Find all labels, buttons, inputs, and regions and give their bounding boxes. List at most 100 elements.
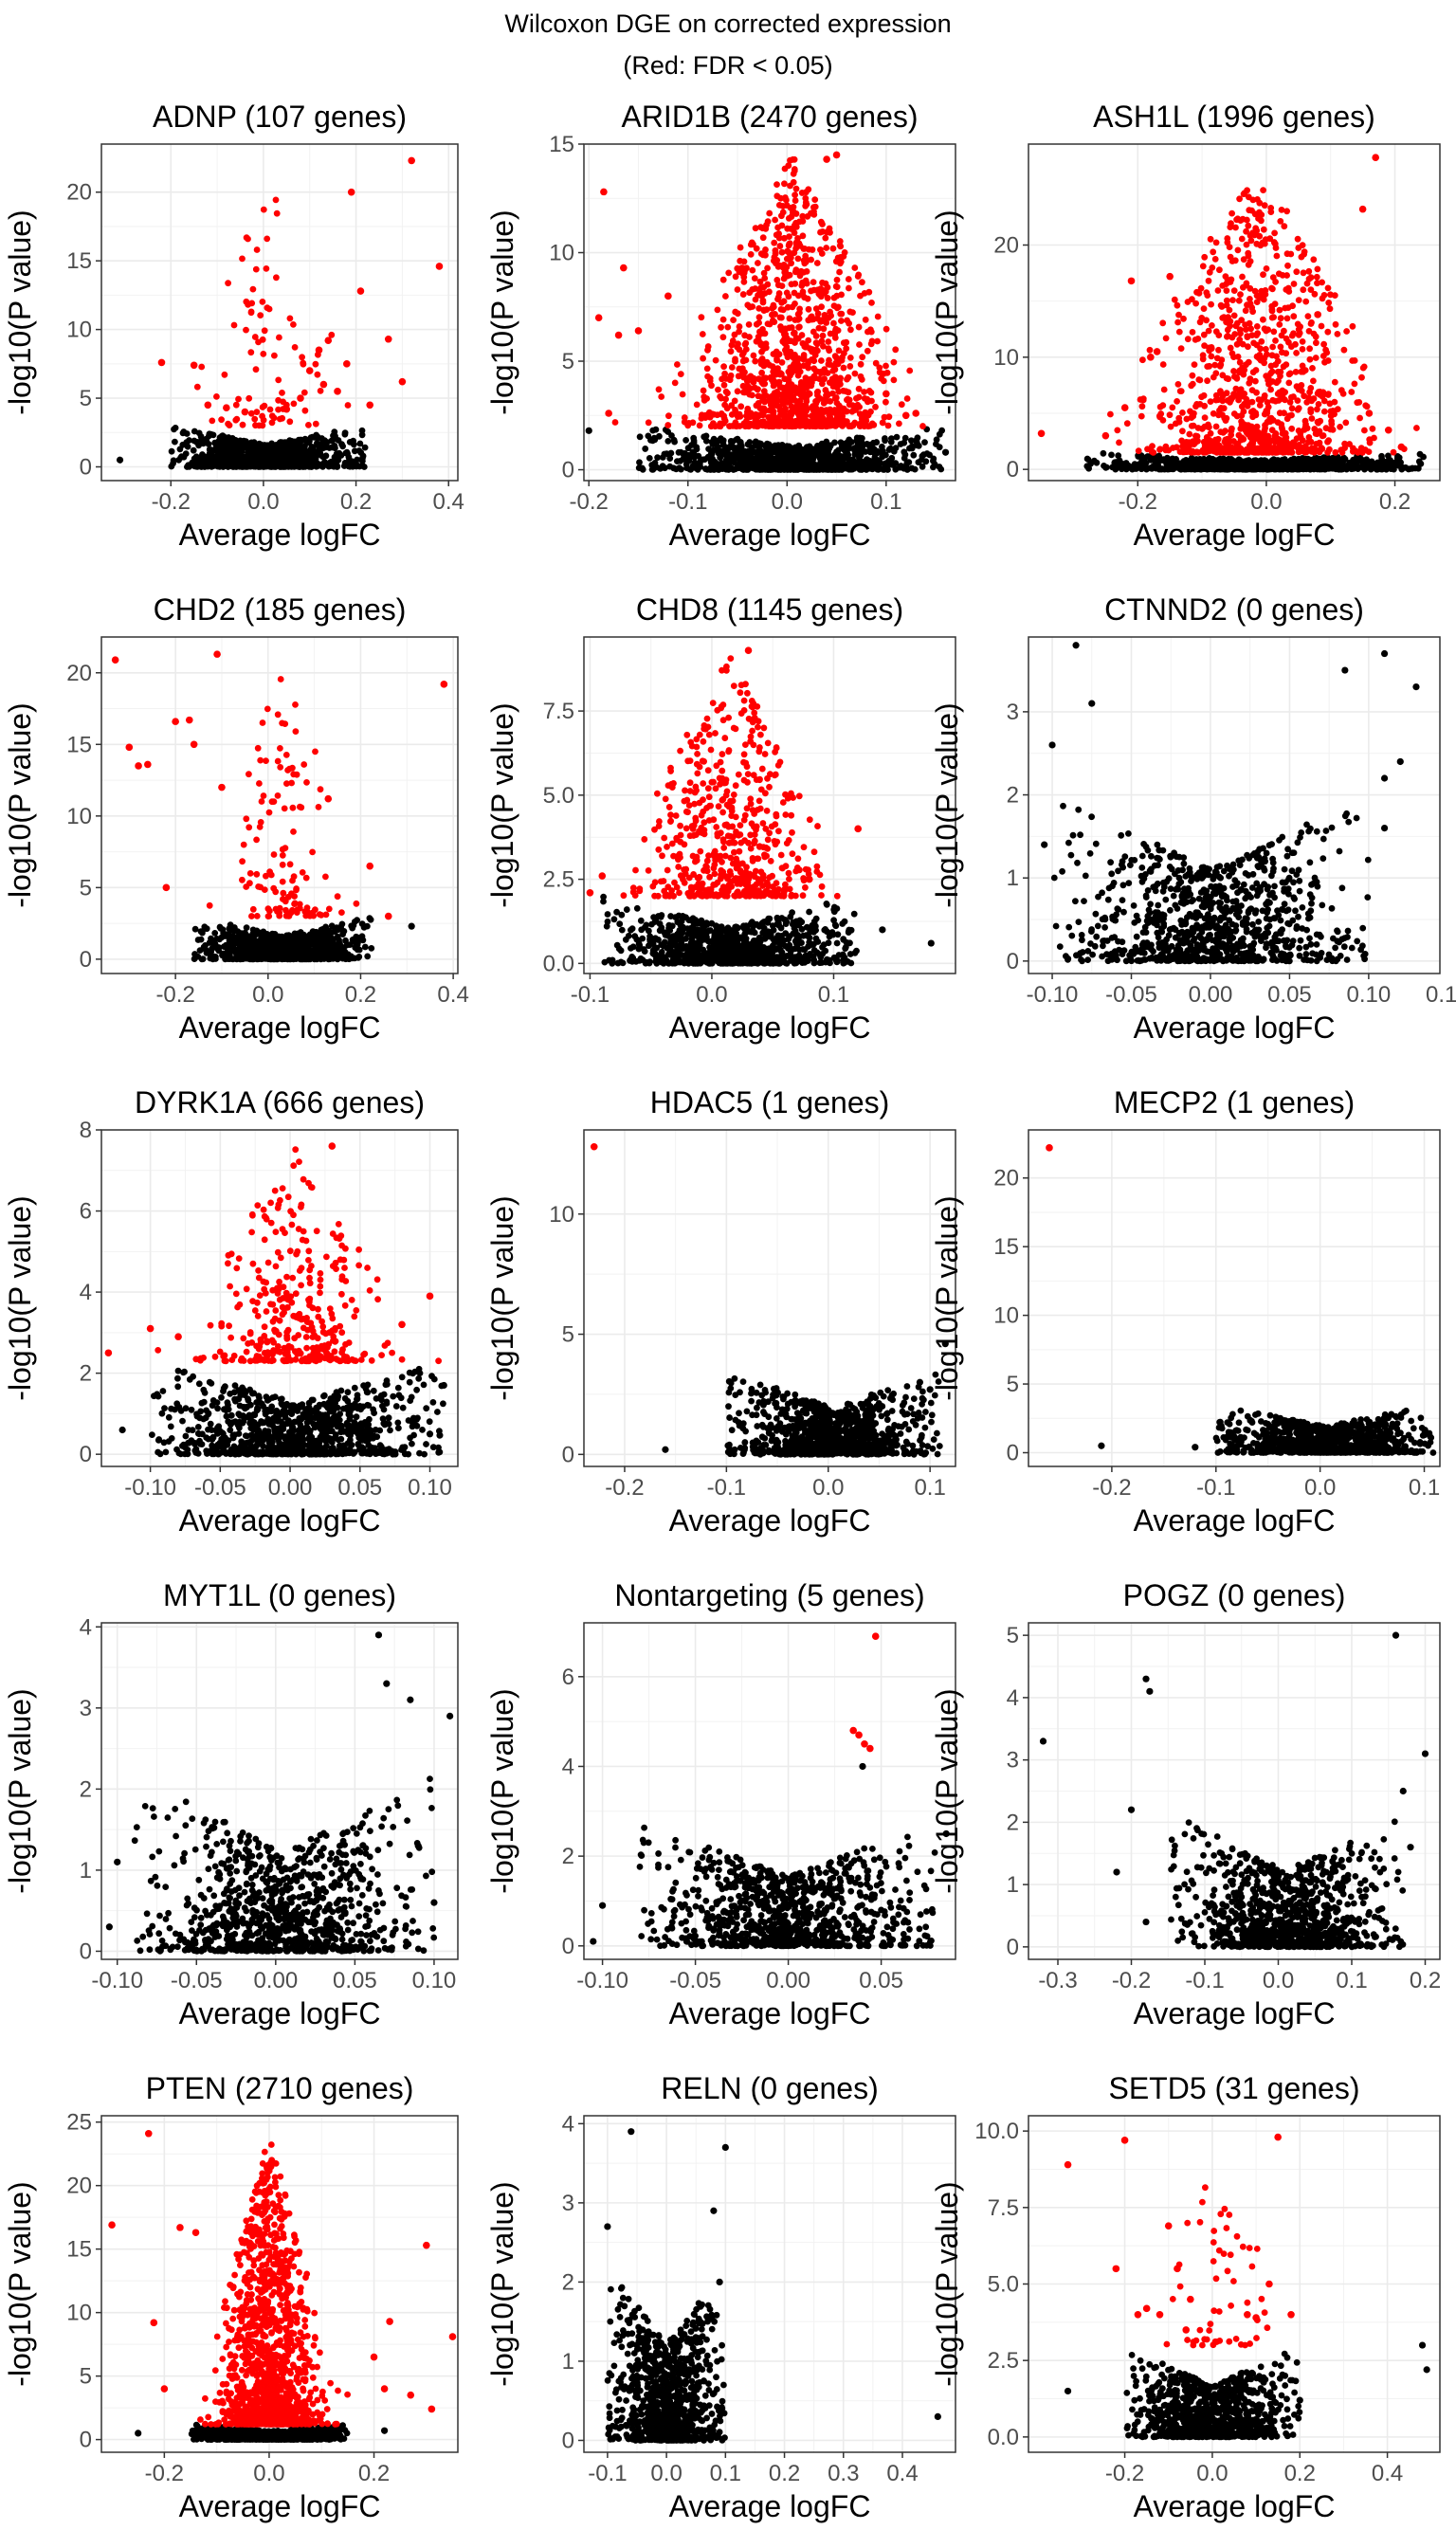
panel-border: [100, 143, 459, 482]
panel-setd5: -0.2 0.0 0.2 0.4 0.0 2.5 5.0 7.5 10.0 SETD5 (31 g…: [930, 2071, 1441, 2523]
y-axis-label: -log10(P value): [3, 2181, 37, 2386]
y-tick-label: 20: [66, 2174, 92, 2199]
nonsignificant-point: [414, 1842, 422, 1849]
significant-point: [586, 889, 594, 897]
y-tick-label: 0: [80, 2428, 92, 2453]
x-tick-label: 0.2: [1410, 1968, 1441, 1993]
y-tick-label: 0: [1007, 1441, 1019, 1466]
x-tick-label: 0.0: [1196, 2461, 1228, 2486]
significant-point: [144, 760, 152, 769]
significant-point: [380, 2385, 389, 2393]
significant-point: [172, 718, 179, 725]
y-tick-label: 4: [562, 2111, 574, 2137]
nonsignificant-point: [662, 1446, 669, 1453]
nonsignificant-cloud: [131, 1775, 438, 1955]
x-tick-label: -0.2: [145, 2461, 184, 2486]
y-tick-label: 5.0: [543, 783, 574, 809]
x-axis-label: Average logFC: [179, 518, 381, 552]
significant-cloud: [197, 2141, 351, 2428]
panel-dyrk1a: -0.10 -0.05 0.00 0.05 0.10 0 2 4 6 8 DYRK1A (666 g…: [3, 1085, 459, 1538]
points-layer: [590, 1632, 950, 1950]
x-tick-label: -0.05: [1105, 982, 1157, 1008]
x-tick-label: 0.0: [772, 489, 803, 515]
significant-point: [1384, 426, 1392, 434]
significant-point: [781, 885, 789, 894]
y-tick-label: 20: [993, 1166, 1019, 1192]
significant-point: [1372, 154, 1379, 161]
significant-point: [370, 2353, 378, 2361]
panel-arid1b: -0.2 -0.1 0.0 0.1 0 5 10 15 ARID1B (2470 genes) A…: [485, 100, 956, 552]
significant-point: [1046, 1144, 1053, 1152]
nonsignificant-point: [1423, 2366, 1430, 2374]
y-tick-label: 5: [562, 349, 574, 374]
significant-point: [1142, 2304, 1151, 2313]
points-layer: [590, 1142, 949, 1458]
y-tick-label: 20: [66, 180, 92, 206]
x-tick-label: 0.00: [253, 1968, 298, 1993]
panel-border: [100, 2115, 459, 2453]
x-tick-label: 0.2: [358, 2461, 390, 2486]
x-axis-label: Average logFC: [1134, 2489, 1336, 2523]
panel-reln: -0.1 0.0 0.1 0.2 0.3 0.4 0 1 2 3 4 RELN (0 genes) Av…: [485, 2071, 956, 2523]
significant-point: [1134, 2310, 1142, 2319]
significant-cloud: [611, 155, 926, 430]
panel-title: CTNND2 (0 genes): [1104, 592, 1364, 627]
y-tick-label: 0: [562, 1442, 574, 1467]
panel-title: RELN (0 genes): [661, 2071, 878, 2105]
panel-title: MYT1L (0 genes): [163, 1578, 396, 1612]
significant-point: [315, 346, 323, 355]
x-tick-label: -0.1: [1185, 1968, 1224, 1993]
nonsignificant-point: [1418, 2341, 1427, 2349]
significant-cloud: [620, 655, 841, 900]
x-tick-label: -0.05: [669, 1968, 721, 1993]
x-tick-label: 0.0: [812, 1475, 844, 1501]
nonsignificant-point: [926, 1386, 934, 1393]
x-tick-label: -0.3: [1038, 1968, 1077, 1993]
points-layer: [1039, 1631, 1429, 1951]
nonsignificant-point: [1113, 1868, 1120, 1876]
x-tick-label: -0.1: [588, 2461, 627, 2486]
x-tick-label: 0.1: [1336, 1968, 1367, 1993]
x-tick-label: -0.2: [605, 1475, 644, 1501]
y-tick-label: 0: [562, 458, 574, 483]
y-tick-label: 10: [66, 2301, 92, 2326]
y-tick-label: 0: [80, 455, 92, 481]
nonsignificant-point: [941, 448, 950, 456]
x-tick-label: 0.1: [710, 2461, 741, 2486]
y-tick-label: 5: [562, 1322, 574, 1348]
panel-chd2: -0.2 0.0 0.2 0.4 0 5 10 15 20 CHD2 (185 genes) Ave…: [3, 592, 469, 1045]
x-tick-label: 0.0: [1250, 489, 1282, 515]
y-tick-label: 10: [66, 318, 92, 343]
nonsignificant-point: [1088, 700, 1096, 707]
significant-point: [384, 912, 392, 920]
x-axis-label: Average logFC: [179, 1996, 381, 2030]
nonsignificant-point: [1098, 1442, 1105, 1449]
panel-hdac5: -0.2 -0.1 0.0 0.1 0 5 10 HDAC5 (1 genes) Average…: [485, 1085, 956, 1538]
y-axis-label: -log10(P value): [485, 2181, 519, 2386]
y-tick-label: 15: [66, 248, 92, 274]
panel-border: [583, 636, 956, 974]
x-axis-label: Average logFC: [669, 2489, 871, 2523]
y-axis-label: -log10(P value): [930, 209, 964, 414]
nonsignificant-point: [927, 939, 935, 947]
x-axis-label: Average logFC: [179, 1010, 381, 1045]
nonsignificant-cloud: [1168, 1818, 1407, 1951]
x-tick-label: 0.2: [340, 489, 372, 515]
nonsignificant-point: [426, 1430, 434, 1438]
y-tick-label: 0.0: [543, 951, 574, 976]
significant-point: [448, 2333, 457, 2340]
significant-point: [146, 1324, 155, 1333]
significant-point: [861, 1740, 868, 1748]
points-layer: [116, 156, 444, 470]
y-tick-label: 0: [80, 1442, 92, 1467]
nonsignificant-point: [1142, 1675, 1150, 1683]
y-tick-label: 2: [80, 1776, 92, 1802]
points-layer: [105, 1631, 454, 1955]
panel-border: [1028, 636, 1441, 974]
y-tick-label: 0.0: [988, 2425, 1019, 2450]
significant-point: [282, 405, 291, 413]
nonsignificant-point: [408, 922, 415, 930]
nonsignificant-point: [1142, 1918, 1150, 1926]
y-tick-label: 7.5: [988, 2195, 1019, 2221]
y-axis-label: -log10(P value): [485, 1688, 519, 1893]
